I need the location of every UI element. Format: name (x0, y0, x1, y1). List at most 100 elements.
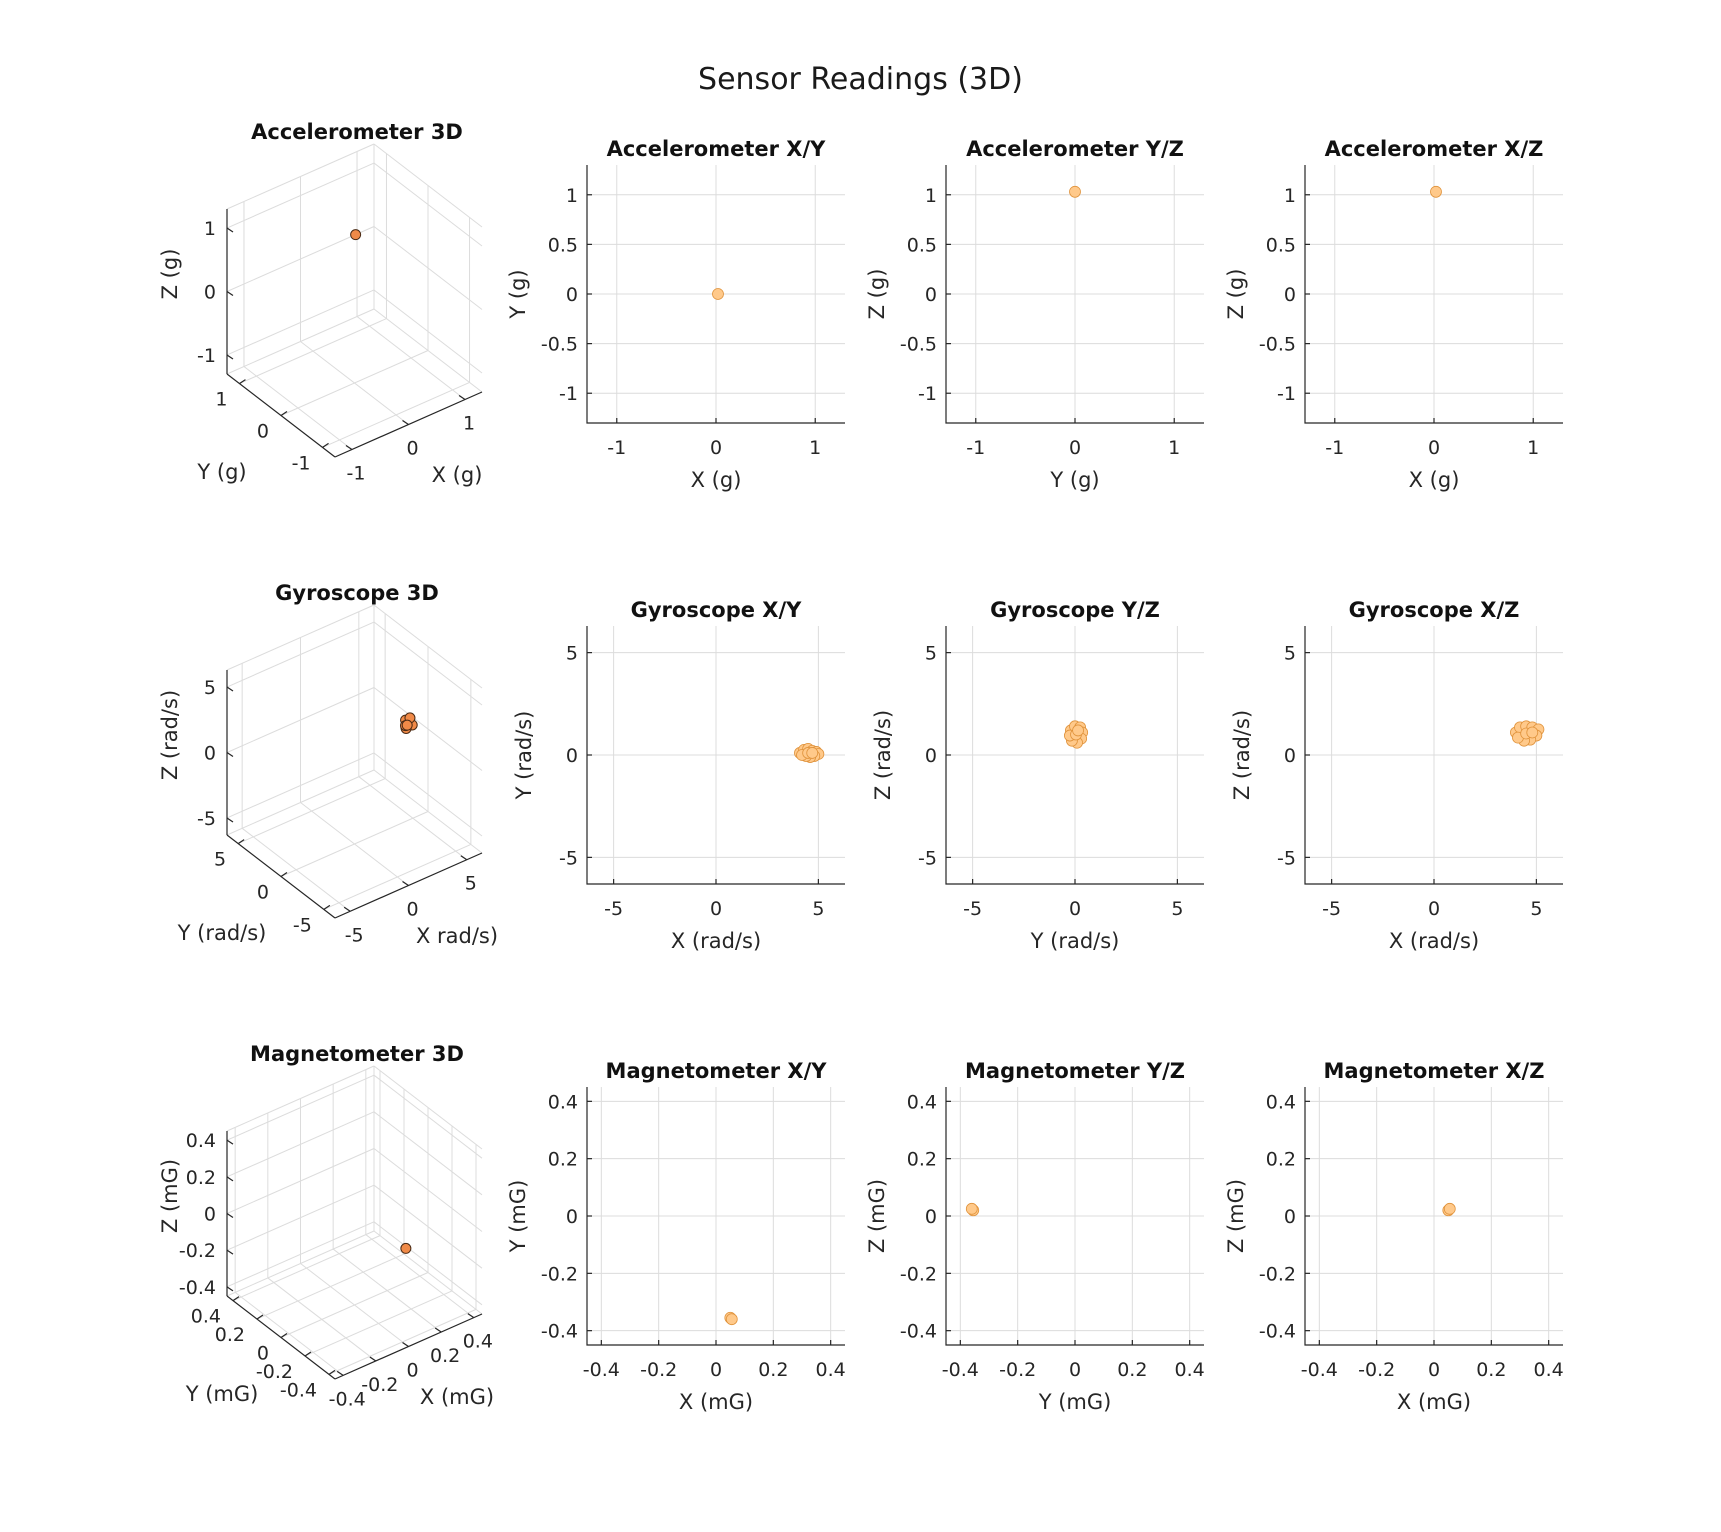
y-axis-label: Y (rad/s) (512, 711, 536, 801)
box-edge (373, 1230, 483, 1315)
z-tick-label: -1 (197, 345, 216, 367)
y-tick-label: 0.5 (548, 234, 578, 256)
grid-floor-y (280, 1272, 429, 1338)
y-axis-label: Y (mG) (185, 1382, 259, 1406)
z-tick-label: 0 (204, 1204, 216, 1226)
axes-frame (1304, 1087, 1563, 1346)
axes-frame (586, 1087, 845, 1346)
y-tick-mark (323, 904, 331, 910)
x-tick-label: 0.2 (1117, 1359, 1147, 1381)
y-tick-label: 0 (1284, 284, 1296, 306)
plot-title: Accelerometer X/Z (1325, 137, 1544, 161)
y-tick-label: -0.2 (1259, 1263, 1296, 1285)
y-tick-label: 0 (1284, 745, 1296, 767)
grid-wall-xz (373, 162, 483, 247)
x-tick-label: 5 (465, 873, 477, 895)
data-point (1430, 185, 1442, 198)
grid-wall-xz (373, 621, 483, 706)
x-tick-mark (369, 1356, 377, 1362)
y-tick-label: -0.5 (541, 334, 578, 356)
y-tick-label: 5 (566, 643, 578, 665)
grid-wall-xz (373, 226, 483, 310)
x-axis-label: X (mG) (420, 1385, 494, 1409)
x-tick-label: 0 (1069, 898, 1081, 920)
x-tick-label: -1 (346, 463, 365, 485)
x-tick-label: -0.4 (329, 1388, 366, 1410)
z-tick-label: -5 (197, 808, 216, 830)
y-tick-label: 0 (257, 421, 269, 443)
plot-magxy: -0.4 -0.2 0 0.2 0.4 -0.4 -0.2 0 0.2 0.4 Magnetomet… (506, 1059, 846, 1414)
x-tick-label: 1 (1168, 437, 1180, 459)
x-tick-label: 0 (1428, 1359, 1440, 1381)
x-tick-label: 0.2 (430, 1345, 460, 1367)
x-tick-label: -1 (607, 437, 626, 459)
plot-accxy: -1 0 1 -1 -0.5 0 0.5 1 Accelerometer X/Y X (g) Y (… (506, 137, 845, 492)
z-tick-mark (226, 227, 234, 233)
y-axis-label: Y (rad/s) (177, 921, 267, 945)
data-point (400, 1242, 412, 1254)
y-axis-label: Y (g) (196, 460, 246, 484)
y-tick-label: -0.4 (900, 1321, 937, 1343)
z-tick-label: -0.4 (179, 1277, 216, 1299)
x-tick-label: 0 (406, 1360, 418, 1382)
x-tick-label: 0 (406, 899, 418, 921)
axes-frame (1304, 165, 1563, 424)
x-axis-label: Y (rad/s) (1030, 929, 1120, 953)
y-tick-label: 0 (566, 745, 578, 767)
axes-frame (586, 626, 845, 885)
box-edge (226, 308, 375, 375)
x-tick-label: 0 (1428, 898, 1440, 920)
y-tick-label: -5 (559, 847, 578, 869)
y-tick-label: 0.4 (907, 1091, 937, 1113)
x-tick-label: 0 (1069, 437, 1081, 459)
y-tick-label: 5 (925, 643, 937, 665)
z-tick-label: -0.2 (179, 1240, 216, 1262)
z-tick-mark (226, 752, 234, 757)
plot-gyr3d: -5 -5 -5 0 0 0 5 5 5 Gyroscope 3D Z (rad/s) Y (rad/… (158, 581, 498, 948)
z-axis-label: Z (g) (158, 249, 182, 300)
grid-wall-yz (226, 1074, 375, 1141)
plot-title: Gyroscope Y/Z (990, 598, 1160, 622)
z-axis-label: Z (rad/s) (158, 690, 182, 780)
grid-wall-xz (373, 1111, 483, 1196)
grid-floor-y (280, 350, 429, 416)
x-axis-label: Y (g) (1049, 468, 1099, 492)
x-tick-label: 5 (1530, 898, 1542, 920)
x-tick-mark (402, 881, 409, 886)
plot-title: Magnetometer X/Z (1324, 1059, 1545, 1083)
z-tick-label: 0 (204, 743, 216, 765)
x-tick-label: 0 (1428, 437, 1440, 459)
y-tick-label: 0.4 (191, 1306, 221, 1328)
y-tick-mark (280, 1333, 288, 1338)
data-point (1443, 1202, 1456, 1215)
y-tick-label: -1 (559, 383, 578, 405)
x-tick-mark (402, 420, 409, 425)
plot-title: Gyroscope 3D (275, 581, 439, 605)
data-point (806, 747, 819, 759)
y-tick-label: -1 (918, 383, 937, 405)
y-axis-label: Z (g) (865, 269, 889, 320)
x-tick-label: 0 (406, 438, 418, 460)
plot-accyz: -1 0 1 -1 -0.5 0 0.5 1 Accelerometer Y/Z Y (g) Z (… (865, 137, 1204, 492)
y-tick-label: 1 (566, 185, 578, 207)
x-tick-label: -0.4 (942, 1359, 979, 1381)
z-tick-mark (226, 1249, 234, 1255)
grid-wall-yz (226, 226, 375, 292)
x-tick-mark (434, 1327, 442, 1333)
y-tick-label: -5 (1277, 847, 1296, 869)
box-edge (226, 604, 375, 671)
x-tick-label: -0.2 (1358, 1359, 1395, 1381)
plot-title: Magnetometer X/Y (606, 1059, 828, 1083)
y-tick-label: 0 (566, 1206, 578, 1228)
z-tick-label: 1 (204, 218, 216, 240)
axes-frame (1304, 626, 1563, 885)
x-tick-label: 0 (710, 1359, 722, 1381)
y-tick-label: 1 (215, 389, 227, 411)
y-axis-label: Z (rad/s) (1230, 710, 1254, 800)
box-edge (373, 604, 483, 689)
x-tick-mark (460, 855, 468, 861)
x-tick-label: 0.4 (1534, 1359, 1564, 1381)
y-tick-label: 0.5 (907, 234, 937, 256)
